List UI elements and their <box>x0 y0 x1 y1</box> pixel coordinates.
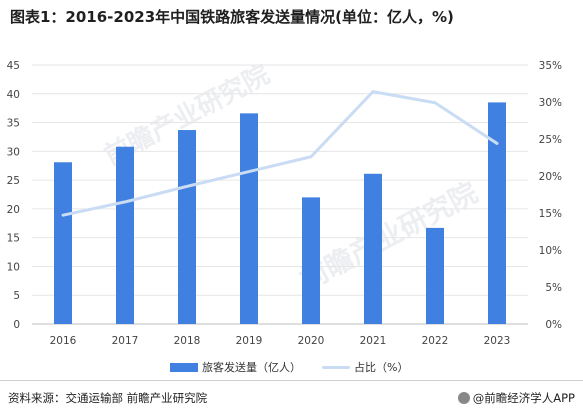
y-right-tick-label: 20% <box>539 171 562 183</box>
y-left-tick-label: 35 <box>7 118 20 130</box>
bar <box>488 102 506 325</box>
y-right-tick-label: 10% <box>539 245 562 257</box>
x-tick-label: 2021 <box>360 335 387 347</box>
y-right-tick-label: 0% <box>545 319 562 331</box>
x-tick-label: 2018 <box>174 335 201 347</box>
bar <box>426 227 444 324</box>
legend-item-line: 占比（%） <box>322 359 408 375</box>
y-left-tick-label: 20 <box>7 204 20 216</box>
x-tick-label: 2020 <box>298 335 325 347</box>
legend-item-bar: 旅客发送量（亿人） <box>170 359 301 375</box>
y-left-tick-label: 30 <box>7 146 20 158</box>
y-right-tick-label: 5% <box>545 282 562 294</box>
y-left-tick-label: 5 <box>13 290 20 302</box>
footer-divider <box>0 380 583 381</box>
bar <box>364 173 382 324</box>
y-left-tick-label: 45 <box>7 60 20 72</box>
y-right-tick-label: 30% <box>539 97 562 109</box>
y-left-tick-label: 40 <box>7 89 20 101</box>
x-tick-label: 2023 <box>484 335 511 347</box>
series-line <box>61 90 499 217</box>
source-note: 资料来源：交通运输部 前瞻产业研究院 <box>8 391 208 405</box>
chart-title: 图表1：2016-2023年中国铁路旅客发送量情况(单位：亿人，%) <box>10 8 454 26</box>
y-left-tick-label: 25 <box>7 175 20 187</box>
y-right-tick-label: 15% <box>539 208 562 220</box>
y-right-tick-label: 25% <box>539 134 562 146</box>
legend-line-label: 占比（%） <box>354 361 409 374</box>
brand-credit: @前瞻经济学人APP <box>457 390 575 406</box>
legend-bar-label: 旅客发送量（亿人） <box>202 361 301 374</box>
brand-logo-icon <box>457 392 470 404</box>
legend-bar-swatch <box>170 362 198 372</box>
y-left-tick-label: 15 <box>7 233 20 245</box>
bar <box>54 162 72 324</box>
bar <box>178 130 196 324</box>
x-tick-label: 2016 <box>50 335 77 347</box>
y-right-tick-label: 35% <box>539 60 562 72</box>
x-tick-label: 2017 <box>112 335 139 347</box>
y-left-tick-label: 10 <box>7 261 20 273</box>
x-tick-label: 2022 <box>422 335 449 347</box>
bar <box>302 197 320 324</box>
brand-label: @前瞻经济学人APP <box>472 391 575 405</box>
y-left-tick-label: 0 <box>13 319 20 331</box>
legend-line-swatch <box>322 365 350 369</box>
legend: 旅客发送量（亿人） 占比（%） <box>0 359 583 377</box>
bar <box>240 113 258 324</box>
chart-plot: 0 5 10 15 20 25 30 35 40 45 0% 5% 10% 15% 20% 25% 30% 35%… <box>7 60 562 347</box>
x-tick-label: 2019 <box>236 335 263 347</box>
bar <box>116 146 134 324</box>
